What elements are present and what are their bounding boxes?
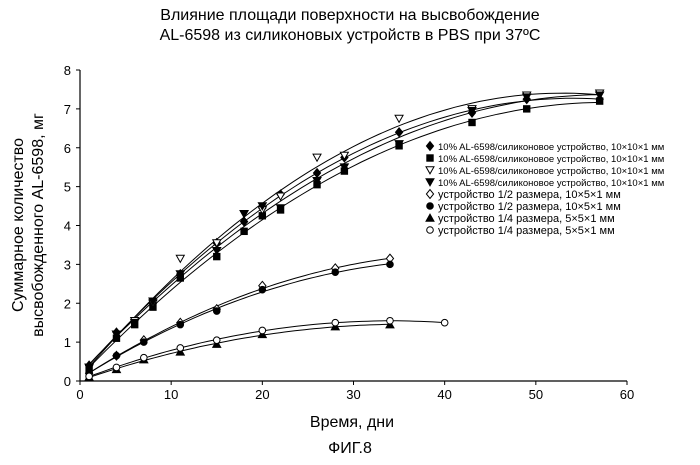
- data-point: [313, 169, 320, 178]
- legend-marker: [427, 155, 433, 161]
- trend-curve: [89, 321, 445, 377]
- data-point: [141, 354, 148, 361]
- data-point: [177, 321, 184, 328]
- data-point: [141, 339, 148, 346]
- legend-marker: [427, 227, 434, 234]
- legend-label: 10% AL-6598/силиконовое устройство, 10×1…: [438, 142, 664, 153]
- y-tick-label: 6: [64, 141, 71, 156]
- data-point: [387, 261, 394, 268]
- x-tick-label: 60: [620, 387, 634, 402]
- data-point: [86, 373, 93, 380]
- legend-label: устройство 1/4 размера, 5×5×1 мм: [438, 225, 615, 237]
- legend-marker: [426, 167, 434, 174]
- y-tick-label: 8: [64, 63, 71, 78]
- chart-plot: 0 10 20 30 40 50 60 0 1 2 3 4 5 6 7 8 10% AL-6598/силик…: [0, 0, 700, 440]
- x-tick-label: 0: [76, 387, 83, 402]
- y-tick-label: 1: [64, 335, 71, 350]
- data-point: [441, 319, 448, 326]
- legend-marker: [427, 203, 434, 210]
- data-point: [113, 352, 120, 359]
- data-point: [395, 115, 403, 122]
- x-tick-label: 50: [529, 387, 543, 402]
- y-axis-label-line2: высвобожденного AL-6598, мг: [30, 113, 47, 337]
- legend: 10% AL-6598/силиконовое устройство, 10×1…: [426, 142, 664, 237]
- y-tick-label: 3: [64, 257, 71, 272]
- data-point: [469, 119, 475, 125]
- data-point: [176, 255, 184, 262]
- y-tick-label: 7: [64, 102, 71, 117]
- legend-label: 10% AL-6598/силиконовое устройство, 10×1…: [438, 166, 664, 177]
- data-point: [113, 364, 120, 371]
- x-axis-label: Время, дни: [310, 414, 394, 431]
- y-tick-label: 2: [64, 296, 71, 311]
- data-point: [213, 308, 220, 315]
- legend-marker: [426, 190, 433, 199]
- figure-caption: ФИГ.8: [0, 440, 700, 458]
- x-tick-label: 20: [255, 387, 269, 402]
- data-point: [177, 345, 184, 352]
- x-tick-label: 40: [437, 387, 451, 402]
- data-point: [395, 128, 402, 137]
- y-tick-label: 0: [64, 374, 71, 389]
- data-point: [213, 337, 220, 344]
- legend-label: устройство 1/2 размера, 10×5×1 мм: [438, 201, 621, 213]
- data-point: [332, 319, 339, 326]
- y-axis-label-line1: Суммарное количество: [10, 138, 27, 312]
- data-point: [387, 317, 394, 324]
- data-point: [332, 269, 339, 276]
- legend-label: устройство 1/2 размера, 10×5×1 мм: [438, 189, 621, 201]
- y-tick-label: 4: [64, 219, 71, 234]
- data-point: [240, 211, 248, 218]
- legend-label: устройство 1/4 размера, 5×5×1 мм: [438, 213, 615, 225]
- x-tick-label: 30: [346, 387, 360, 402]
- data-point: [259, 286, 266, 293]
- legend-label: 10% AL-6598/силиконовое устройство, 10×1…: [438, 178, 664, 189]
- y-tick-label: 5: [64, 180, 71, 195]
- legend-marker: [426, 179, 434, 186]
- legend-label: 10% AL-6598/силиконовое устройство, 10×1…: [438, 154, 664, 165]
- trend-curve: [89, 258, 390, 373]
- data-point: [241, 228, 247, 234]
- legend-marker: [426, 142, 433, 151]
- trend-curve: [89, 324, 390, 377]
- legend-marker: [426, 214, 434, 221]
- data-point: [524, 106, 530, 112]
- data-point: [259, 327, 266, 334]
- x-tick-label: 10: [164, 387, 178, 402]
- data-point: [313, 154, 321, 161]
